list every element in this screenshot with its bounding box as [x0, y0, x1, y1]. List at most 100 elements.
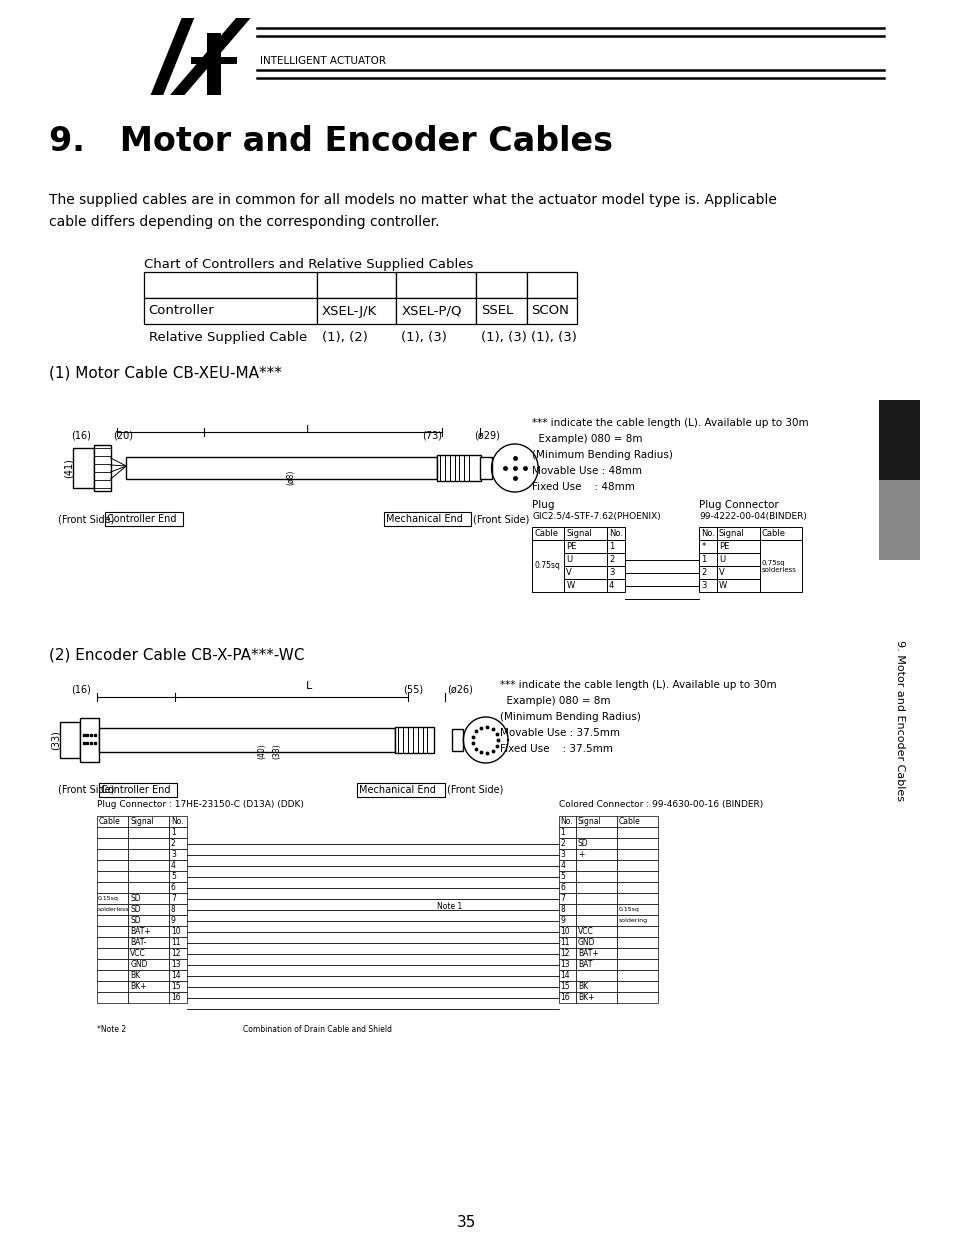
Text: (1), (3): (1), (3): [480, 331, 526, 343]
Bar: [558, 969, 576, 981]
Text: *** indicate the cable length (L). Available up to 30m: *** indicate the cable length (L). Avail…: [532, 417, 808, 429]
Bar: [169, 882, 187, 893]
Text: VCC: VCC: [130, 948, 146, 958]
Text: (41): (41): [64, 458, 74, 478]
Text: 2: 2: [608, 555, 614, 564]
Bar: [576, 960, 617, 969]
Bar: [617, 882, 657, 893]
Bar: [97, 860, 128, 871]
Bar: [97, 893, 128, 904]
Bar: [97, 926, 128, 937]
Bar: [558, 937, 576, 948]
Text: 3: 3: [608, 568, 614, 577]
Text: *Note 2: *Note 2: [97, 1025, 126, 1034]
Bar: [617, 893, 657, 904]
Bar: [558, 981, 576, 992]
Bar: [532, 540, 564, 592]
Text: (40): (40): [257, 743, 266, 758]
Text: (Front Side): (Front Side): [446, 785, 502, 795]
Text: Plug Connector : 17HE-23150-C (D13A) (DDK): Plug Connector : 17HE-23150-C (D13A) (DD…: [97, 800, 304, 809]
Bar: [617, 827, 657, 839]
Text: V: V: [566, 568, 572, 577]
Text: Colored Connector : 99-4630-00-16 (BINDER): Colored Connector : 99-4630-00-16 (BINDE…: [558, 800, 762, 809]
Bar: [564, 566, 606, 579]
Text: 11: 11: [560, 939, 569, 947]
Bar: [128, 960, 169, 969]
Bar: [395, 727, 434, 753]
Text: No.: No.: [608, 529, 622, 538]
Text: 3: 3: [560, 850, 565, 860]
Text: soldering: soldering: [618, 918, 647, 923]
Text: (1), (3): (1), (3): [531, 331, 577, 343]
Text: (1), (2): (1), (2): [321, 331, 367, 343]
Bar: [576, 992, 617, 1003]
Bar: [169, 871, 187, 882]
Bar: [97, 848, 128, 860]
Bar: [128, 937, 169, 948]
Text: Mechanical End: Mechanical End: [359, 785, 436, 795]
Bar: [94, 445, 111, 492]
Text: Chart of Controllers and Relative Supplied Cables: Chart of Controllers and Relative Suppli…: [144, 258, 473, 270]
Text: 5: 5: [560, 872, 565, 881]
Text: BAT-: BAT-: [130, 939, 147, 947]
Bar: [879, 400, 919, 480]
Text: PE: PE: [566, 542, 577, 551]
Text: GND: GND: [578, 939, 595, 947]
Text: SD: SD: [130, 916, 141, 925]
Bar: [99, 727, 395, 752]
Bar: [97, 969, 128, 981]
Bar: [169, 860, 187, 871]
Text: 15: 15: [560, 982, 570, 990]
Text: (33): (33): [272, 743, 281, 758]
Text: BAT: BAT: [578, 960, 592, 969]
Bar: [576, 969, 617, 981]
Text: Note 1: Note 1: [436, 902, 462, 911]
Bar: [576, 893, 617, 904]
Bar: [699, 579, 716, 592]
Bar: [128, 981, 169, 992]
Text: (16): (16): [71, 430, 91, 440]
Bar: [576, 839, 617, 848]
Bar: [576, 816, 617, 827]
Bar: [558, 848, 576, 860]
Bar: [97, 960, 128, 969]
Text: Example) 080 = 8m: Example) 080 = 8m: [499, 697, 610, 706]
Bar: [576, 937, 617, 948]
Bar: [558, 871, 576, 882]
Bar: [128, 926, 169, 937]
Bar: [576, 948, 617, 960]
Polygon shape: [207, 33, 221, 95]
Bar: [128, 839, 169, 848]
Bar: [716, 566, 759, 579]
Text: Cable: Cable: [99, 818, 121, 826]
Text: (33): (33): [51, 730, 60, 750]
Text: Controller End: Controller End: [107, 514, 176, 524]
Text: Plug: Plug: [532, 500, 555, 510]
Text: XSEL-P/Q: XSEL-P/Q: [401, 305, 461, 317]
Text: 15: 15: [171, 982, 180, 990]
Bar: [128, 816, 169, 827]
Bar: [479, 457, 491, 479]
Text: 99-4222-00-04(BINDER): 99-4222-00-04(BINDER): [699, 513, 806, 521]
Bar: [97, 839, 128, 848]
Bar: [128, 848, 169, 860]
Text: (Minimum Bending Radius): (Minimum Bending Radius): [499, 713, 640, 722]
Bar: [97, 871, 128, 882]
Bar: [169, 904, 187, 915]
Text: 8: 8: [171, 905, 175, 914]
Text: (Front Side): (Front Side): [473, 515, 529, 525]
Bar: [128, 893, 169, 904]
Text: solderless: solderless: [98, 906, 130, 911]
Text: BK+: BK+: [130, 982, 147, 990]
Polygon shape: [151, 19, 194, 95]
Text: SCON: SCON: [531, 305, 569, 317]
Bar: [128, 969, 169, 981]
Bar: [128, 882, 169, 893]
Bar: [617, 871, 657, 882]
Text: 7: 7: [560, 894, 565, 903]
Bar: [617, 915, 657, 926]
Text: Plug Connector: Plug Connector: [699, 500, 779, 510]
Text: 7: 7: [171, 894, 175, 903]
Bar: [699, 540, 716, 553]
Text: No.: No.: [560, 818, 573, 826]
